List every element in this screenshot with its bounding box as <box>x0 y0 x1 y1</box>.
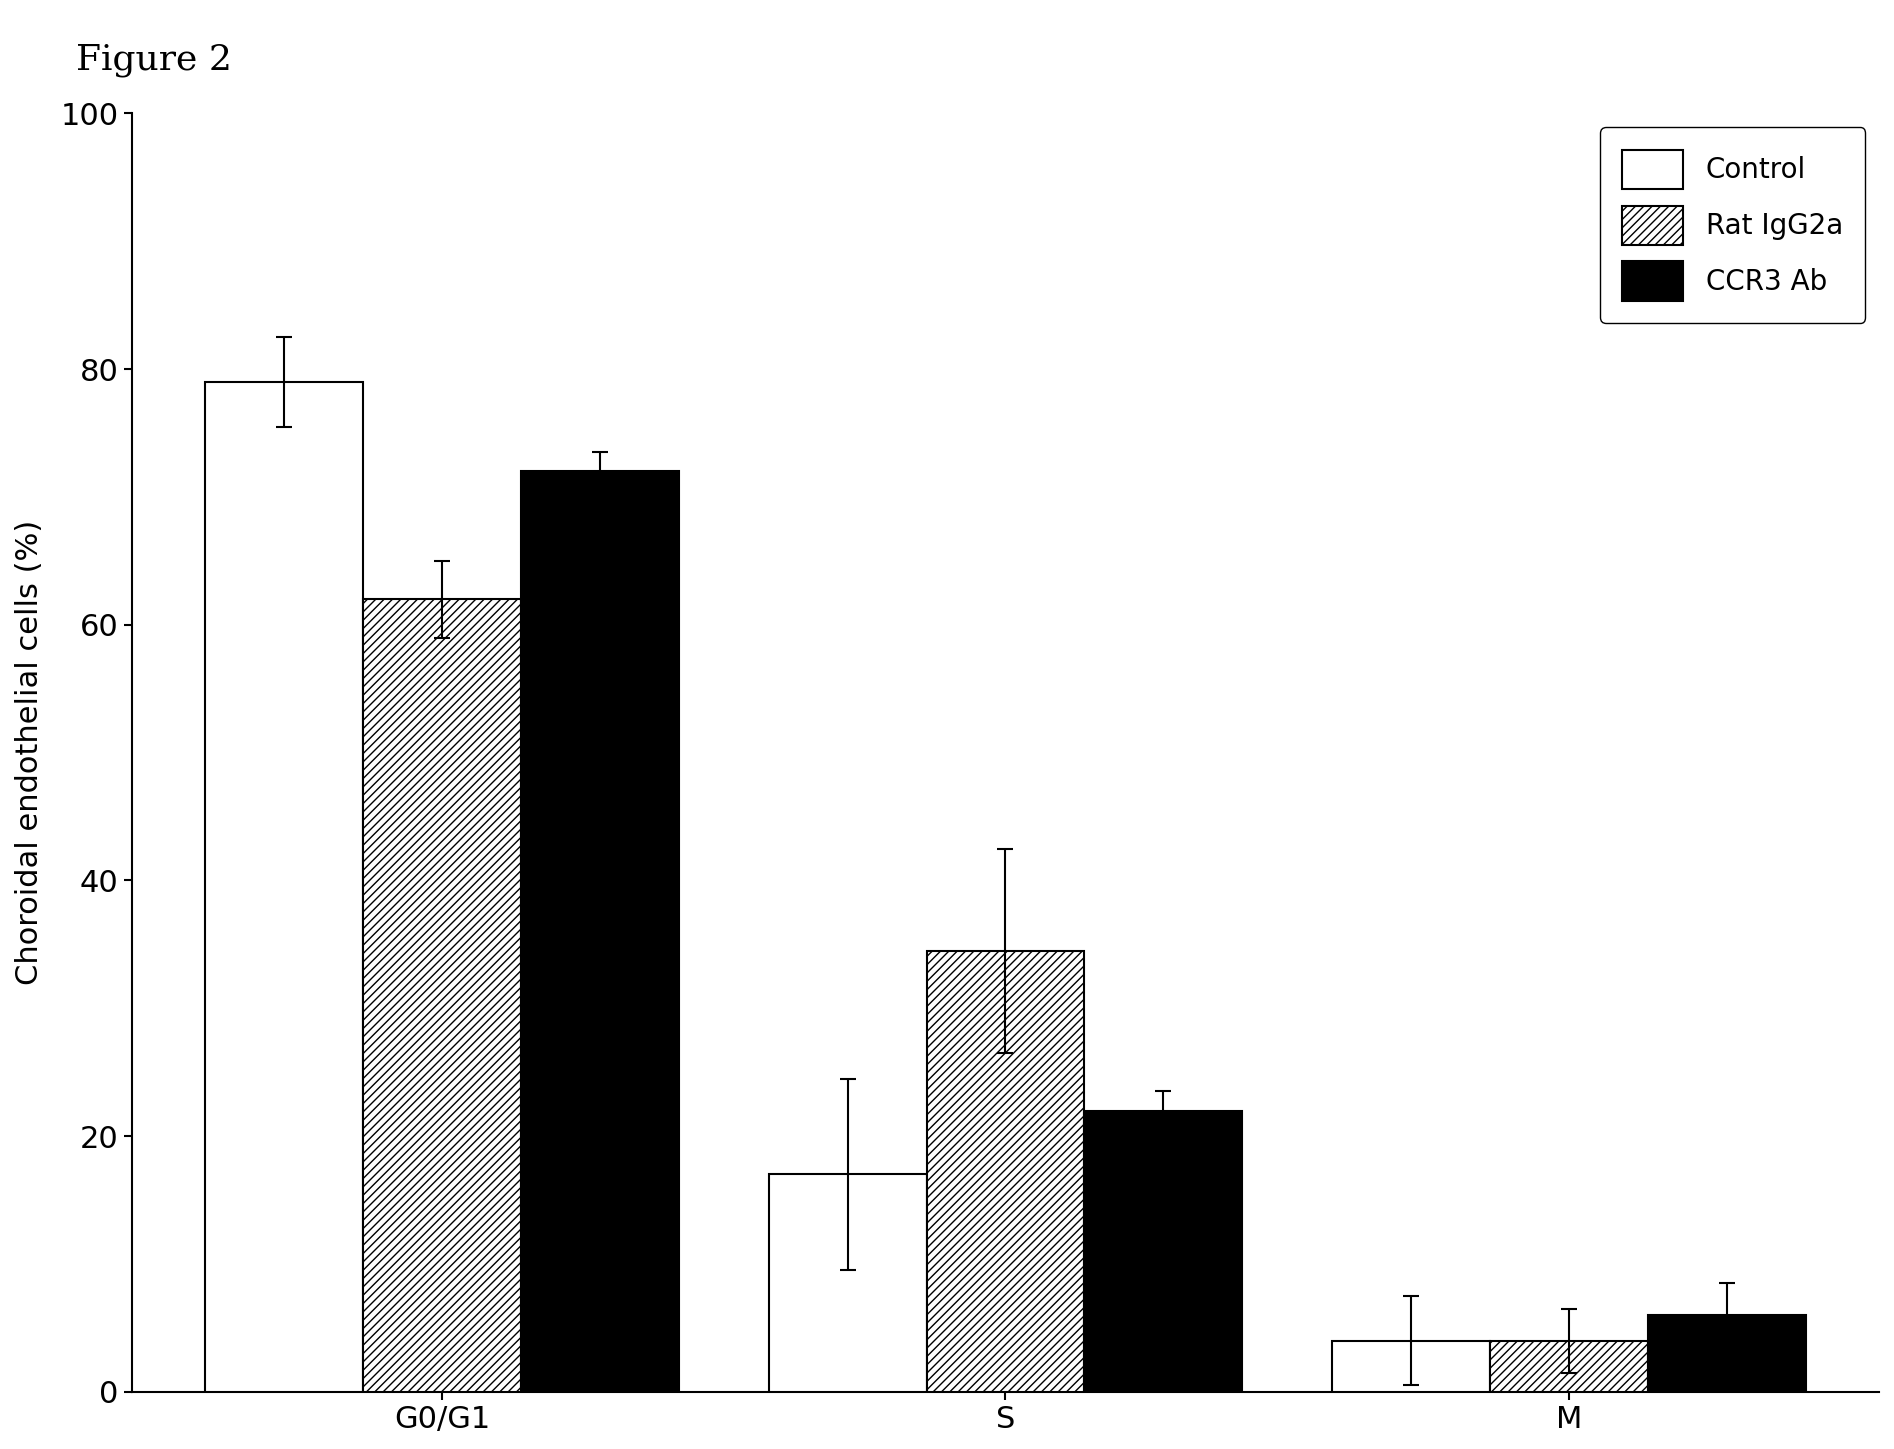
Legend: Control, Rat IgG2a, CCR3 Ab: Control, Rat IgG2a, CCR3 Ab <box>1600 128 1866 323</box>
Y-axis label: Choroidal endothelial cells (%): Choroidal endothelial cells (%) <box>15 520 44 985</box>
Bar <box>364 600 521 1392</box>
Bar <box>1331 1340 1491 1392</box>
Bar <box>521 471 678 1392</box>
Bar <box>926 951 1085 1392</box>
Text: Figure 2: Figure 2 <box>76 43 231 77</box>
Bar <box>1648 1316 1805 1392</box>
Bar <box>769 1175 926 1392</box>
Bar <box>205 383 364 1392</box>
Bar <box>1085 1110 1242 1392</box>
Bar <box>1491 1340 1648 1392</box>
